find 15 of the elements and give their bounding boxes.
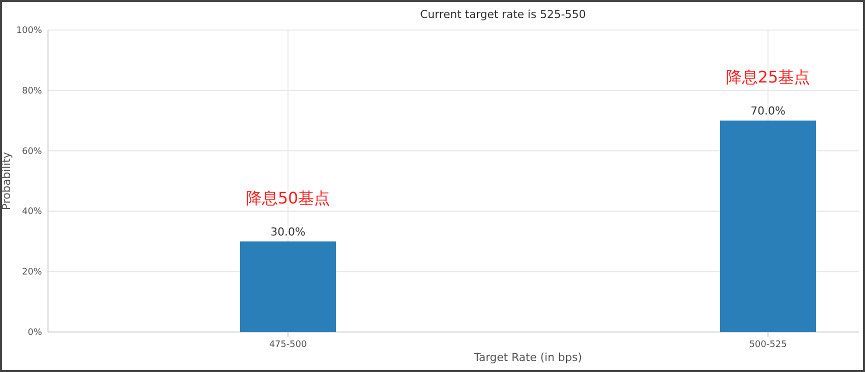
y-tick-label: 80% <box>22 86 42 96</box>
y-tick-label: 0% <box>28 328 42 338</box>
annotation: 降息25基点 <box>726 68 810 87</box>
data-label: 70.0% <box>750 104 786 118</box>
data-label: 30.0% <box>270 225 306 238</box>
y-tick-label: 20% <box>22 268 42 278</box>
y-tick-label: 100% <box>16 26 42 36</box>
y-tick-label: 60% <box>22 146 42 157</box>
y-axis-title: Probability <box>0 151 13 210</box>
x-tick-label: 500-525 <box>749 340 787 350</box>
x-axis-title: Target Rate (in bps) <box>472 351 582 364</box>
y-tick-label: 40% <box>22 207 42 218</box>
x-tick-label: 475-500 <box>269 340 308 350</box>
chart-title: Current target rate is 525-550 <box>420 8 586 21</box>
annotation: 降息50基点 <box>246 188 330 208</box>
